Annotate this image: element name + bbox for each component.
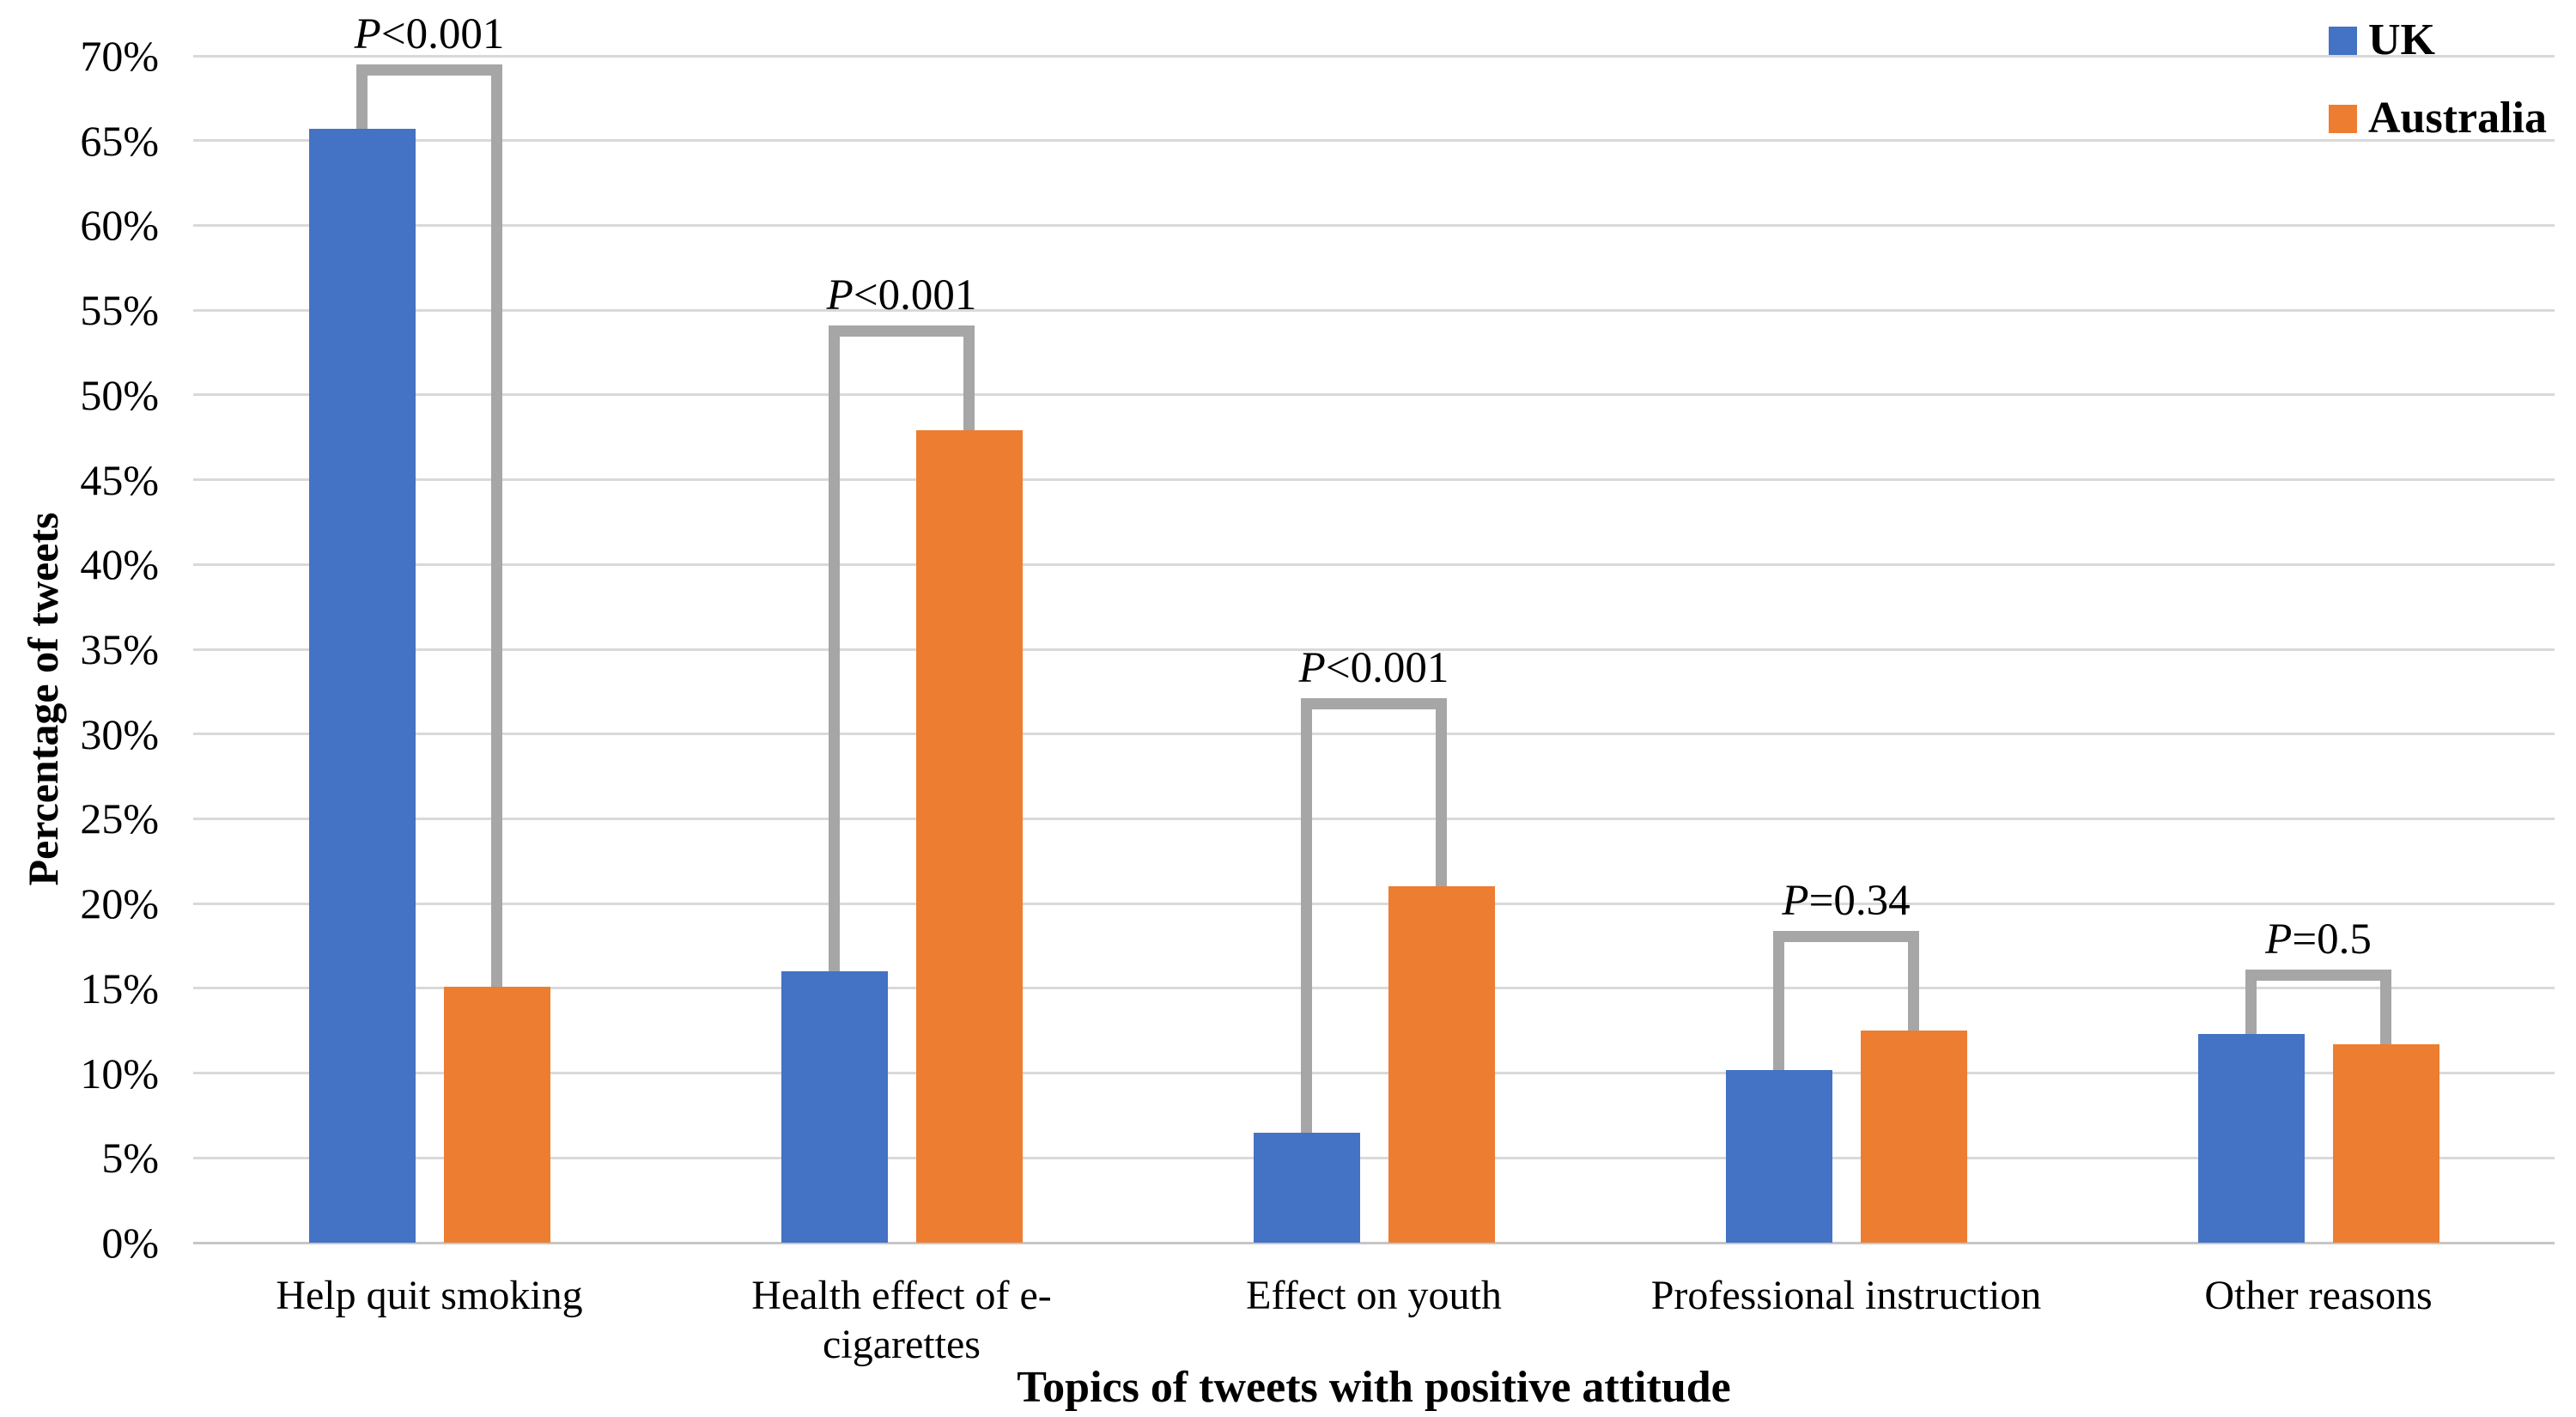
- significance-bracket-right: [1908, 930, 1919, 1031]
- x-axis-title: Topics of tweets with positive attitude: [1017, 1363, 1731, 1412]
- legend-label-uk: UK: [2368, 15, 2435, 64]
- p-symbol: P: [1298, 644, 1326, 693]
- significance-bracket-horizontal: [1773, 930, 1919, 942]
- y-tick-label: 50%: [80, 370, 159, 419]
- legend-row-australia: Australia: [2329, 94, 2547, 143]
- category-label: Help quit smoking: [276, 1273, 583, 1318]
- gridline: [193, 987, 2555, 990]
- plot-area: P<0.001 P<0.001 P<0.001 P=0.34 P=0.5: [193, 11, 2555, 1244]
- p-symbol: P: [1782, 876, 1809, 925]
- gridline: [193, 139, 2555, 143]
- y-tick-label: 45%: [80, 455, 159, 504]
- y-tick-label: 20%: [80, 879, 159, 928]
- significance-bracket-horizontal: [356, 64, 502, 76]
- legend-row-uk: UK: [2329, 15, 2547, 65]
- category-label: Other reasons: [2204, 1273, 2433, 1318]
- y-tick-label: 55%: [80, 286, 159, 335]
- gridline: [193, 1072, 2555, 1075]
- significance-bracket-horizontal: [1301, 698, 1447, 710]
- gridline: [193, 1156, 2555, 1159]
- significance-bracket-right: [2380, 970, 2391, 1044]
- significance-bracket-right: [1436, 698, 1447, 887]
- p-value-label: P<0.001: [826, 271, 977, 319]
- significance-bracket-left: [2245, 970, 2257, 1035]
- legend-label-australia: Australia: [2368, 94, 2547, 143]
- y-tick-label: 65%: [80, 116, 159, 165]
- y-tick-label: 40%: [80, 540, 159, 589]
- gridline: [193, 648, 2555, 651]
- gridline: [193, 223, 2555, 227]
- bar-australia: [915, 430, 1023, 1243]
- bar-uk: [1725, 1069, 1832, 1243]
- y-tick-label: 0%: [101, 1219, 159, 1267]
- p-value-label: P<0.001: [1298, 644, 1449, 693]
- p-symbol: P: [354, 9, 381, 58]
- y-tick-label: 70%: [80, 32, 159, 80]
- bar-australia: [443, 986, 550, 1243]
- p-symbol: P: [826, 271, 854, 319]
- y-tick-label: 5%: [101, 1134, 159, 1183]
- significance-bracket-horizontal: [2245, 970, 2391, 982]
- y-tick-label: 25%: [80, 794, 159, 843]
- gridline: [193, 733, 2555, 736]
- significance-bracket-horizontal: [829, 325, 975, 337]
- bar-uk: [1253, 1132, 1360, 1243]
- bar-australia: [2332, 1044, 2439, 1243]
- significance-bracket-right: [963, 325, 975, 431]
- y-tick-label: 10%: [80, 1049, 159, 1098]
- legend-swatch-australia: [2329, 104, 2357, 133]
- gridline: [193, 1241, 2555, 1244]
- significance-bracket-left: [829, 325, 840, 972]
- gridline: [193, 54, 2555, 58]
- gridline: [193, 393, 2555, 397]
- gridline: [193, 308, 2555, 312]
- bar-uk: [781, 971, 888, 1243]
- bar-uk: [2197, 1034, 2305, 1243]
- p-symbol: P: [2265, 915, 2293, 964]
- significance-bracket-left: [1773, 930, 1784, 1070]
- bar-australia: [1388, 886, 1495, 1243]
- category-label: Professional instruction: [1650, 1273, 2042, 1318]
- significance-bracket-left: [1301, 698, 1312, 1133]
- significance-bracket-right: [491, 64, 502, 987]
- y-tick-label: 15%: [80, 964, 159, 1013]
- category-label: Health effect of e- cigarettes: [751, 1273, 1052, 1367]
- gridline: [193, 817, 2555, 820]
- p-value-label: P=0.34: [1782, 876, 1911, 925]
- bar-uk: [308, 128, 416, 1243]
- significance-bracket-left: [356, 64, 368, 129]
- gridline: [193, 478, 2555, 482]
- category-label: Effect on youth: [1246, 1273, 1502, 1318]
- y-tick-label: 30%: [80, 709, 159, 758]
- p-value-label: P<0.001: [354, 9, 505, 58]
- legend: UK Australia: [2329, 15, 2547, 172]
- gridline: [193, 563, 2555, 566]
- bar-australia: [1860, 1031, 1967, 1243]
- y-tick-label: 60%: [80, 201, 159, 250]
- legend-swatch-uk: [2329, 26, 2357, 55]
- gridline: [193, 902, 2555, 905]
- y-tick-label: 35%: [80, 625, 159, 673]
- p-value-label: P=0.5: [2265, 915, 2372, 964]
